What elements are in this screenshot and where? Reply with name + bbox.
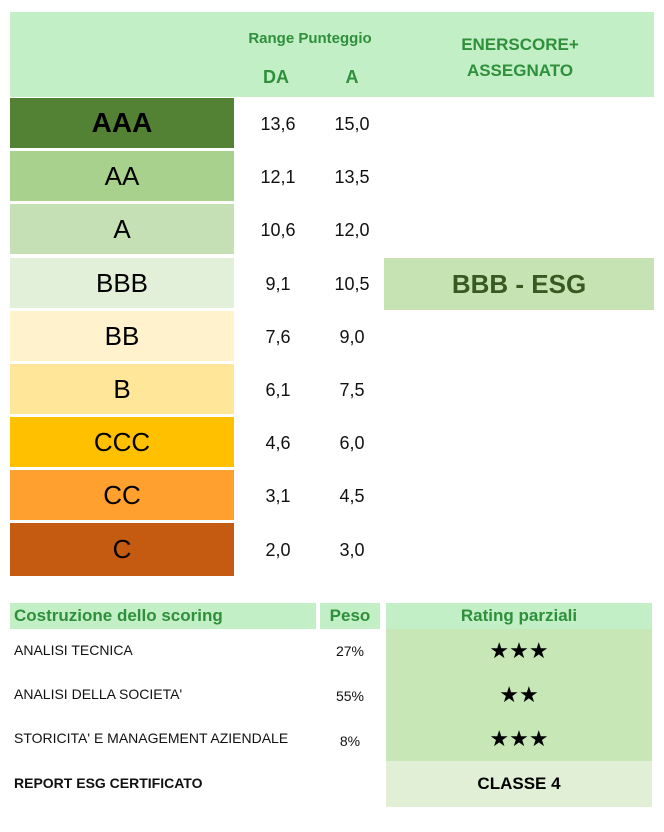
grade-da-c: 2,0 — [265, 540, 291, 560]
scoring-row-label: ANALISI TECNICA — [14, 642, 133, 658]
rating-table-header — [10, 12, 654, 97]
grade-da-ccc: 4,6 — [265, 433, 291, 453]
partial-ratings-panel — [386, 629, 652, 761]
grade-a-a: 12,0 — [334, 220, 370, 240]
grade-cell-bbb: BBB — [10, 258, 234, 308]
grade-da-aaa: 13,6 — [260, 114, 296, 134]
scoring-row-weight: 27% — [335, 643, 365, 659]
report-class-panel — [386, 761, 652, 807]
grade-da-cc: 3,1 — [265, 486, 291, 506]
grade-cell-aa: AA — [10, 151, 234, 201]
grade-cell-cc: CC — [10, 470, 234, 520]
star-rating-icon: ★★★ — [489, 638, 549, 663]
scoring-weight-header: Peso — [320, 603, 380, 629]
grade-da-bb: 7,6 — [265, 327, 291, 347]
grade-cell-a: A — [10, 204, 234, 254]
assigned-title-line2: ASSEGNATO — [466, 61, 574, 80]
col-da-header: DA — [263, 67, 289, 87]
grade-a-aaa: 15,0 — [334, 114, 370, 134]
scoring-partial-header: Rating parziali — [386, 603, 652, 629]
grade-a-bb: 9,0 — [339, 327, 365, 347]
col-a-header: A — [345, 67, 359, 87]
grade-a-aa: 13,5 — [334, 167, 370, 187]
star-rating-icon: ★★★ — [489, 726, 549, 751]
star-rating-icon: ★★ — [499, 682, 539, 707]
scoring-row-weight: 8% — [339, 733, 361, 749]
grade-da-a: 10,6 — [260, 220, 296, 240]
scoring-row-weight: 55% — [335, 688, 365, 704]
grade-cell-c: C — [10, 523, 234, 576]
scoring-row-label: STORICITA' E MANAGEMENT AZIENDALE — [14, 730, 289, 746]
range-title: Range Punteggio — [248, 30, 372, 47]
grade-a-c: 3,0 — [339, 540, 365, 560]
grade-da-b: 6,1 — [265, 380, 291, 400]
grade-a-cc: 4,5 — [339, 486, 365, 506]
assigned-title-line1: ENERSCORE+ — [461, 35, 579, 54]
grade-cell-ccc: CCC — [10, 417, 234, 467]
grade-da-bbb: 9,1 — [265, 274, 291, 294]
report-esg-label: REPORT ESG CERTIFICATO — [14, 775, 203, 791]
scoring-construction-header: Costruzione dello scoring — [10, 603, 316, 629]
assigned-rating-badge: BBB - ESG — [384, 258, 654, 310]
grade-a-b: 7,5 — [339, 380, 365, 400]
grade-da-aa: 12,1 — [260, 167, 296, 187]
scoring-row-label: ANALISI DELLA SOCIETA' — [14, 686, 183, 702]
grade-cell-bb: BB — [10, 311, 234, 361]
grade-a-bbb: 10,5 — [334, 274, 370, 294]
grade-cell-aaa: AAA — [10, 98, 234, 148]
grade-cell-b: B — [10, 364, 234, 414]
assigned-title: ENERSCORE+ ASSEGNATO — [430, 32, 610, 84]
grade-a-ccc: 6,0 — [339, 433, 365, 453]
report-esg-class: CLASSE 4 — [477, 774, 561, 793]
